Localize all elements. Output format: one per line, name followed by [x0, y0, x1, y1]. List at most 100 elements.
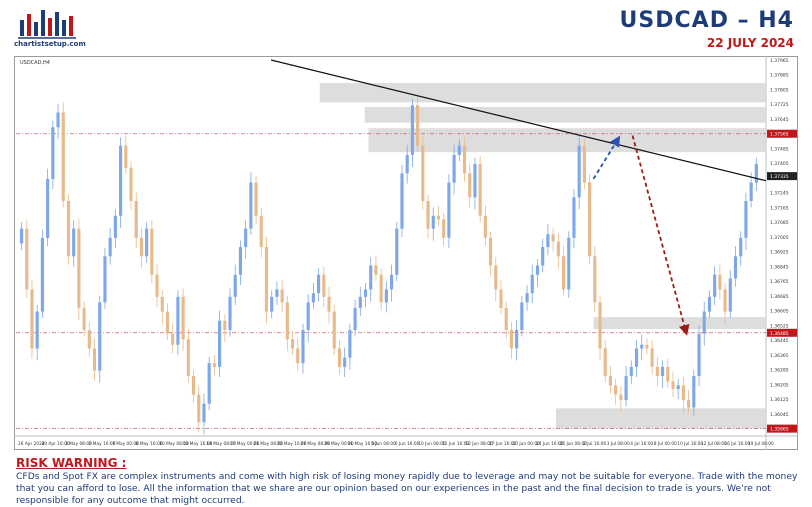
x-tick-label: 2 May 16:00 — [89, 441, 116, 447]
candle-body — [348, 330, 352, 358]
x-tick-label: 5 Jun 08:00 — [371, 441, 396, 447]
candle-body — [535, 265, 540, 275]
logo-text: chartistsetup.com — [14, 40, 86, 48]
y-tick-label: 1.36685 — [770, 294, 789, 300]
candle-body — [264, 247, 269, 312]
candle-body — [655, 366, 659, 377]
candle-body — [51, 127, 55, 179]
candle-body — [624, 376, 628, 401]
y-tick-label: 1.36765 — [770, 279, 789, 285]
pair-title: USDCAD – H4 — [619, 8, 794, 33]
y-tick-label: 1.37405 — [770, 161, 789, 167]
y-tick-label: 1.37645 — [770, 117, 789, 123]
candle-body — [317, 274, 321, 294]
candle-body — [426, 201, 430, 229]
price-label: 1.35965 — [770, 427, 789, 433]
logo-icon — [18, 10, 76, 39]
y-tick-label: 1.36605 — [770, 309, 789, 315]
x-tick-label: 21 May 08:00 — [253, 441, 283, 447]
candle-body — [270, 296, 274, 312]
y-tick-label: 1.36845 — [770, 264, 789, 270]
candle-body — [598, 302, 602, 349]
candle-body — [296, 348, 300, 364]
candle-body — [723, 289, 727, 312]
candle-body — [395, 228, 399, 275]
y-tick-label: 1.37965 — [770, 58, 789, 64]
candle-body — [728, 278, 732, 312]
candle-body — [358, 296, 362, 308]
risk-warning-text: CFDs and Spot FX are complex instruments… — [16, 471, 798, 506]
x-tick-label: 8 Jul 00:00 — [654, 441, 677, 447]
candle-body — [124, 145, 128, 168]
candle-body — [30, 289, 34, 349]
x-tick-label: 17 Jun 16:00 — [489, 441, 517, 447]
candle-body — [218, 320, 222, 367]
x-tick-label: 12 Jul 08:00 — [701, 441, 727, 447]
candle-body — [619, 394, 623, 401]
candle-body — [249, 182, 253, 229]
chart-date: 22 JULY 2024 — [706, 36, 794, 50]
y-tick-label: 1.37885 — [770, 73, 789, 79]
candle-body — [593, 256, 597, 303]
y-tick-label: 1.36125 — [770, 397, 789, 403]
candle-body — [238, 247, 242, 275]
x-tick-label: 27 May 08:00 — [301, 441, 331, 447]
y-tick-label: 1.36445 — [770, 338, 789, 344]
zone-5 — [556, 408, 766, 429]
candle-body — [702, 311, 706, 334]
x-tick-label: 3 Jul 08:00 — [607, 441, 630, 447]
candle-body — [541, 247, 545, 266]
x-tick-label: 19 Jul 08:00 — [748, 441, 774, 447]
price-label-box — [767, 424, 797, 433]
candle-body — [40, 237, 44, 312]
candle-body — [145, 228, 149, 257]
price-label-box — [767, 328, 797, 337]
price-label: 1.37565 — [770, 132, 789, 138]
candle-body — [87, 330, 91, 349]
y-tick-label: 1.36285 — [770, 368, 789, 374]
candle-body — [186, 339, 190, 377]
candle-body — [530, 274, 534, 294]
symbol-label: USDCAD,H4 — [20, 60, 50, 66]
candle-body — [525, 293, 529, 303]
candle-body — [692, 376, 696, 408]
candle-body — [494, 265, 498, 290]
candle-body — [285, 302, 289, 340]
candle-body — [332, 311, 336, 349]
x-tick-label: 22 May 16:00 — [277, 441, 307, 447]
candle-body — [457, 145, 461, 155]
candle-body — [447, 182, 451, 238]
x-tick-label: 7 May 00:00 — [112, 441, 139, 447]
candle-body — [697, 333, 701, 377]
candle-body — [155, 274, 159, 297]
candle-body — [400, 173, 404, 229]
candle-body — [556, 241, 560, 257]
candle-body — [561, 256, 566, 290]
zone-1 — [319, 83, 766, 103]
trendline — [270, 59, 767, 182]
chart-header: chartistsetup.com USDCAD – H4 22 JULY 20… — [0, 0, 812, 56]
candle-body — [363, 289, 368, 297]
candle-body — [687, 400, 691, 408]
candle-body — [676, 385, 680, 389]
candle-body — [171, 333, 175, 345]
candle-body — [66, 201, 71, 257]
candle-body — [504, 307, 508, 331]
x-tick-label: 11 Jun 16:00 — [442, 441, 470, 447]
candle-body — [301, 330, 305, 364]
candle-body — [108, 237, 112, 257]
price-label: 1.37335 — [770, 174, 789, 180]
x-tick-label: 8 May 16:00 — [136, 441, 163, 447]
candle-body — [379, 274, 383, 303]
candle-body — [311, 293, 315, 303]
candle-body — [509, 330, 513, 349]
candle-body — [608, 376, 612, 386]
y-tick-label: 1.36205 — [770, 382, 789, 388]
candle-body — [191, 376, 196, 395]
price-chart: 1.37965 1.37885 1.37805 1.37725 1.37645 1.375… — [14, 56, 798, 450]
y-tick-label: 1.36525 — [770, 323, 789, 329]
candle-body — [98, 302, 102, 371]
candle-body — [603, 348, 607, 377]
candle-body — [666, 366, 670, 382]
zone-3 — [368, 128, 766, 153]
